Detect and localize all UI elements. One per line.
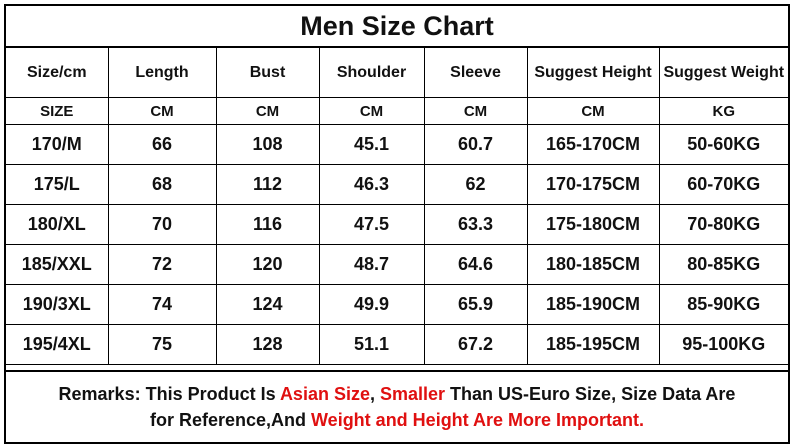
table-cell: 108 — [215, 124, 320, 165]
table-cell: 128 — [215, 324, 320, 365]
chart-title: Men Size Chart — [6, 6, 788, 48]
table-cell: 185-195CM — [526, 324, 660, 365]
table-cell: 67.2 — [423, 324, 528, 365]
remarks-segment: Weight and Height Are More Important. — [311, 410, 645, 430]
table-cell: 50-60KG — [658, 124, 788, 165]
unit-cell: KG — [658, 97, 788, 125]
table-cell: 175/L — [6, 164, 109, 205]
header-cell: Bust — [215, 48, 320, 98]
table-cell: 46.3 — [318, 164, 425, 205]
table-cell: 74 — [107, 284, 217, 325]
table-cell: 124 — [215, 284, 320, 325]
table-row: 185/XXL 72 120 48.7 64.6 180-185CM 80-85KG — [6, 244, 788, 285]
table-row: 170/M 66 108 45.1 60.7 165-170CM 50-60KG — [6, 124, 788, 165]
table-cell: 112 — [215, 164, 320, 205]
table-cell: 175-180CM — [526, 204, 660, 245]
table-cell: 48.7 — [318, 244, 425, 285]
table-cell: 45.1 — [318, 124, 425, 165]
unit-cell: CM — [526, 97, 660, 125]
table-cell: 63.3 — [423, 204, 528, 245]
table-cell: 64.6 — [423, 244, 528, 285]
table-cell: 66 — [107, 124, 217, 165]
remarks-segment: , — [369, 384, 380, 404]
table-cell: 70-80KG — [658, 204, 788, 245]
table-cell: 75 — [107, 324, 217, 365]
table-cell: 180-185CM — [526, 244, 660, 285]
unit-cell: CM — [107, 97, 217, 125]
header-row: Size/cm Length Bust Shoulder Sleeve Sugg… — [6, 48, 788, 98]
table-cell: 195/4XL — [6, 324, 109, 365]
table-cell: 116 — [215, 204, 320, 245]
remarks-segment: Than US-Euro Size, Size Data Are — [445, 384, 736, 404]
unit-cell: CM — [423, 97, 528, 125]
table-row: 190/3XL 74 124 49.9 65.9 185-190CM 85-90KG — [6, 284, 788, 325]
table-cell: 62 — [423, 164, 528, 205]
remarks-segment: for Reference,And — [149, 410, 312, 430]
unit-cell: SIZE — [6, 97, 109, 125]
table-cell: 85-90KG — [658, 284, 788, 325]
table-cell: 60-70KG — [658, 164, 788, 205]
remarks-line-2: for Reference,And Weight and Height Are … — [150, 407, 644, 433]
header-cell: Suggest Weight — [658, 48, 788, 98]
table-cell: 185/XXL — [6, 244, 109, 285]
remarks-segment: Remarks: This Product Is — [58, 384, 280, 404]
table-cell: 185-190CM — [526, 284, 660, 325]
header-cell: Sleeve — [423, 48, 528, 98]
unit-row: SIZE CM CM CM CM CM KG — [6, 97, 788, 125]
table-cell: 190/3XL — [6, 284, 109, 325]
header-cell: Size/cm — [6, 48, 109, 98]
table-cell: 70 — [107, 204, 217, 245]
table-cell: 72 — [107, 244, 217, 285]
header-cell: Suggest Height — [526, 48, 660, 98]
table-cell: 170/M — [6, 124, 109, 165]
table-cell: 95-100KG — [658, 324, 788, 365]
remarks-line-1: Remarks: This Product Is Asian Size, Sma… — [59, 381, 736, 407]
table-row: 175/L 68 112 46.3 62 170-175CM 60-70KG — [6, 164, 788, 205]
remarks-segment: Smaller — [380, 384, 446, 404]
table-cell: 80-85KG — [658, 244, 788, 285]
remarks-segment: Asian Size — [279, 384, 370, 404]
table-row: 195/4XL 75 128 51.1 67.2 185-195CM 95-100KG — [6, 324, 788, 365]
unit-cell: CM — [318, 97, 425, 125]
table-cell: 68 — [107, 164, 217, 205]
table-cell: 51.1 — [318, 324, 425, 365]
table-row: 180/XL 70 116 47.5 63.3 175-180CM 70-80KG — [6, 204, 788, 245]
size-chart-frame: Men Size Chart Size/cm Length Bust Shoul… — [4, 4, 790, 444]
table-cell: 170-175CM — [526, 164, 660, 205]
table-cell: 180/XL — [6, 204, 109, 245]
table-cell: 165-170CM — [526, 124, 660, 165]
table-cell: 120 — [215, 244, 320, 285]
table-cell: 47.5 — [318, 204, 425, 245]
table-cell: 65.9 — [423, 284, 528, 325]
header-cell: Length — [107, 48, 217, 98]
header-cell: Shoulder — [318, 48, 425, 98]
unit-cell: CM — [215, 97, 320, 125]
table-cell: 60.7 — [423, 124, 528, 165]
size-table: Size/cm Length Bust Shoulder Sleeve Sugg… — [6, 48, 788, 365]
remarks: Remarks: This Product Is Asian Size, Sma… — [6, 370, 788, 442]
table-cell: 49.9 — [318, 284, 425, 325]
